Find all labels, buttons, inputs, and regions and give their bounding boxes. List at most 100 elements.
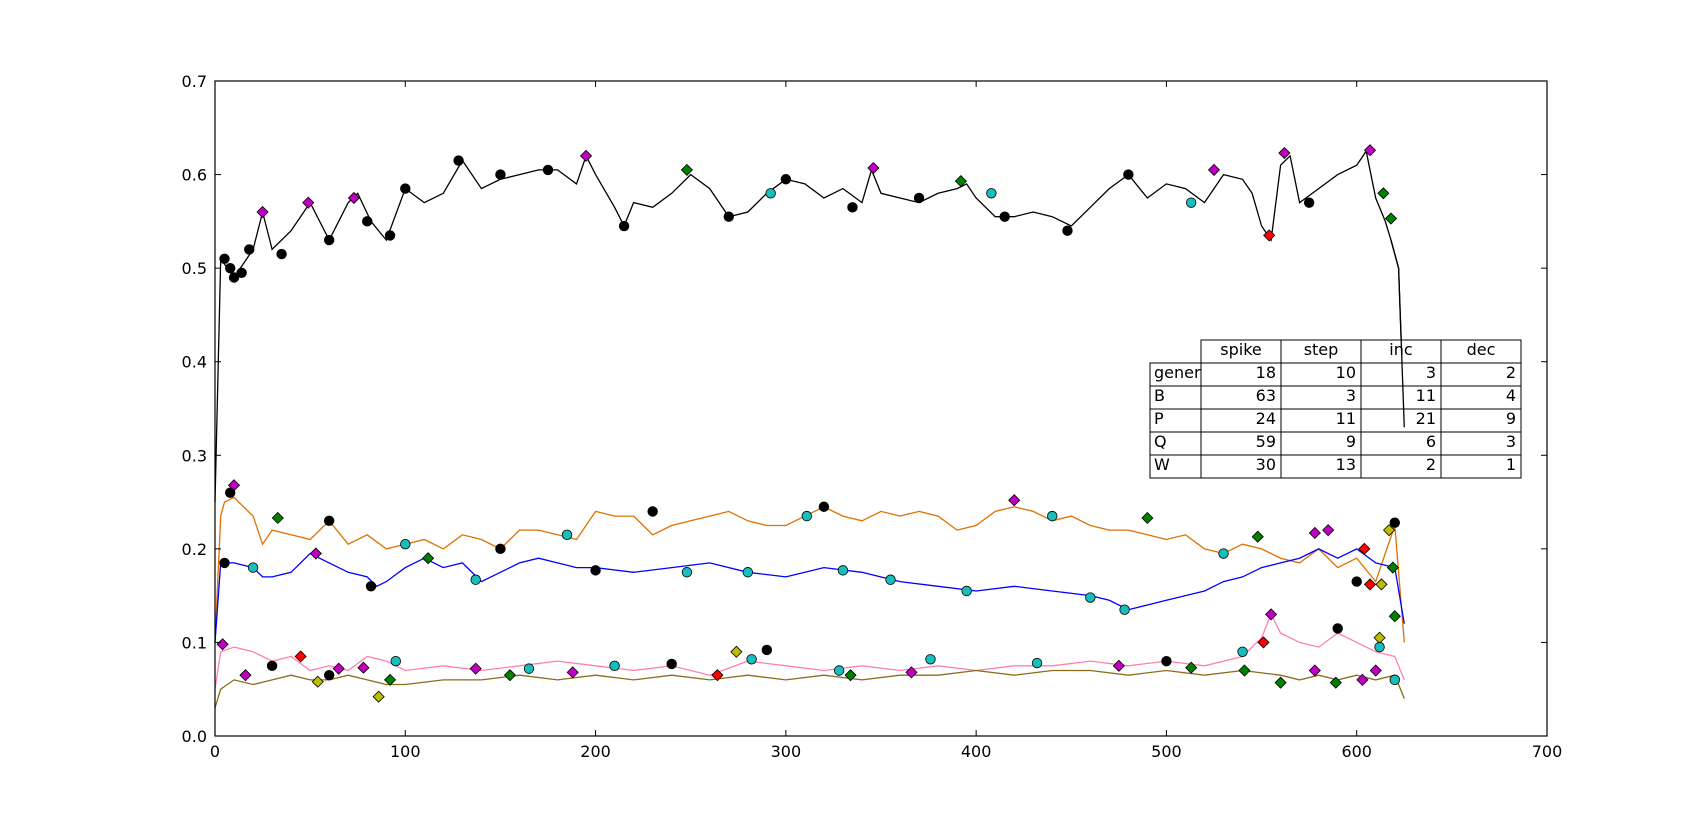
plot-frame — [214, 80, 1548, 737]
marker-green-diamond — [1251, 530, 1264, 543]
y-tick-label: 0.7 — [182, 72, 207, 91]
marker-black-circle — [225, 487, 236, 498]
marker-green-diamond — [954, 175, 967, 188]
x-tick-label: 500 — [1151, 742, 1182, 761]
x-tick-label: 100 — [390, 742, 421, 761]
marker-green-diamond — [383, 673, 397, 686]
marker-green-diamond — [1377, 187, 1390, 200]
marker-cyan-circle — [1085, 592, 1096, 603]
marker-cyan-circle — [801, 510, 812, 522]
table-cell-value: 9 — [1346, 432, 1356, 451]
marker-green-diamond — [1238, 664, 1251, 677]
marker-yellow-diamond — [1382, 524, 1396, 537]
table-column-header: step — [1304, 340, 1339, 359]
y-tick-label: 0.1 — [182, 633, 207, 652]
marker-black-circle — [1161, 655, 1172, 667]
marker-black-circle — [362, 216, 373, 227]
marker-green-diamond — [1274, 676, 1287, 689]
x-tick-label: 700 — [1532, 742, 1563, 761]
marker-black-circle — [542, 164, 554, 176]
marker-yellow-diamond — [1375, 578, 1388, 591]
table-cell-value: 21 — [1416, 409, 1436, 428]
table-column-header: spike — [1220, 340, 1261, 359]
marker-cyan-circle — [1031, 657, 1043, 669]
marker-green-diamond — [422, 552, 435, 565]
marker-magenta-diamond — [347, 191, 360, 205]
marker-magenta-diamond — [256, 205, 269, 219]
marker-black-circle — [219, 557, 230, 569]
marker-magenta-diamond — [309, 547, 322, 560]
marker-black-circle — [400, 183, 411, 194]
marker-magenta-diamond — [1308, 664, 1321, 677]
marker-green-diamond — [1386, 561, 1399, 574]
marker-green-diamond — [844, 669, 857, 682]
table-row: W 30 13 2 1 — [1149, 454, 1522, 479]
marker-cyan-circle — [470, 574, 481, 585]
marker-black-circle — [228, 272, 240, 283]
marker-cyan-circle — [925, 654, 936, 665]
marker-black-circle — [723, 211, 734, 222]
x-tick-label: 0 — [210, 742, 220, 761]
marker-magenta-diamond — [357, 661, 370, 674]
marker-cyan-circle — [1218, 548, 1229, 559]
marker-magenta-diamond — [1369, 664, 1382, 677]
marker-black-circle — [495, 169, 506, 180]
y-tick-label: 0.3 — [182, 446, 207, 465]
marker-magenta-diamond — [239, 669, 252, 682]
marker-black-circle — [1351, 576, 1362, 587]
marker-cyan-circle — [837, 565, 849, 576]
marker-black-circle — [1303, 197, 1315, 208]
table-row-label: W — [1154, 455, 1170, 474]
table-header-cell: dec — [1440, 339, 1522, 364]
marker-cyan-circle — [742, 567, 754, 578]
marker-black-circle — [453, 155, 464, 166]
table-cell-value: 24 — [1256, 409, 1276, 428]
table-cell-value: 63 — [1256, 386, 1276, 405]
series-line-4 — [214, 612, 1405, 690]
marker-magenta-diamond — [332, 662, 345, 675]
marker-cyan-circle — [1185, 197, 1197, 208]
table-header-cell: step — [1280, 339, 1362, 364]
table-row: P 24 11 21 9 — [1149, 408, 1522, 433]
marker-magenta-diamond — [1278, 146, 1291, 160]
marker-cyan-circle — [833, 665, 845, 676]
marker-red-diamond — [1363, 578, 1377, 591]
marker-red-diamond — [1257, 636, 1270, 649]
marker-black-circle — [1062, 225, 1073, 236]
marker-black-circle — [647, 506, 658, 517]
marker-green-diamond — [1388, 610, 1401, 623]
marker-green-diamond — [1141, 511, 1154, 525]
series-line-2 — [214, 496, 1405, 643]
marker-yellow-diamond — [1373, 631, 1386, 644]
marker-black-circle — [1123, 169, 1134, 180]
marker-cyan-circle — [765, 188, 776, 199]
y-tick-label: 0.4 — [182, 353, 207, 372]
marker-black-circle — [666, 658, 677, 670]
axes: 0 100 200 300 400 500 600 700 0.0 0.1 0.2 0.3 0.4 0.5… — [182, 72, 1563, 761]
x-tick-label: 400 — [961, 742, 992, 761]
marker-layer — [216, 144, 1401, 703]
marker-cyan-circle — [561, 529, 573, 541]
marker-black-circle — [219, 253, 230, 264]
marker-cyan-circle — [1119, 604, 1130, 615]
y-tick-label: 0.5 — [182, 259, 207, 278]
marker-magenta-diamond — [1363, 144, 1377, 157]
table-cell-value: 4 — [1506, 386, 1516, 405]
table-cell-value: 3 — [1426, 363, 1436, 382]
marker-black-circle — [761, 644, 773, 656]
marker-green-diamond — [1329, 676, 1342, 689]
table-cell-value: 11 — [1416, 386, 1436, 405]
x-tick-label: 200 — [580, 742, 611, 761]
marker-black-circle — [913, 192, 925, 204]
marker-black-circle — [384, 230, 396, 241]
table-cell-value: 13 — [1336, 455, 1356, 474]
table-cell-value: 30 — [1256, 455, 1276, 474]
table-cell-value: 59 — [1256, 432, 1276, 451]
marker-cyan-circle — [746, 654, 757, 665]
y-tick-label: 0.0 — [182, 727, 207, 746]
series-line-5 — [214, 669, 1405, 709]
y-tick-label: 0.6 — [182, 166, 207, 185]
series-line-3 — [214, 548, 1405, 643]
